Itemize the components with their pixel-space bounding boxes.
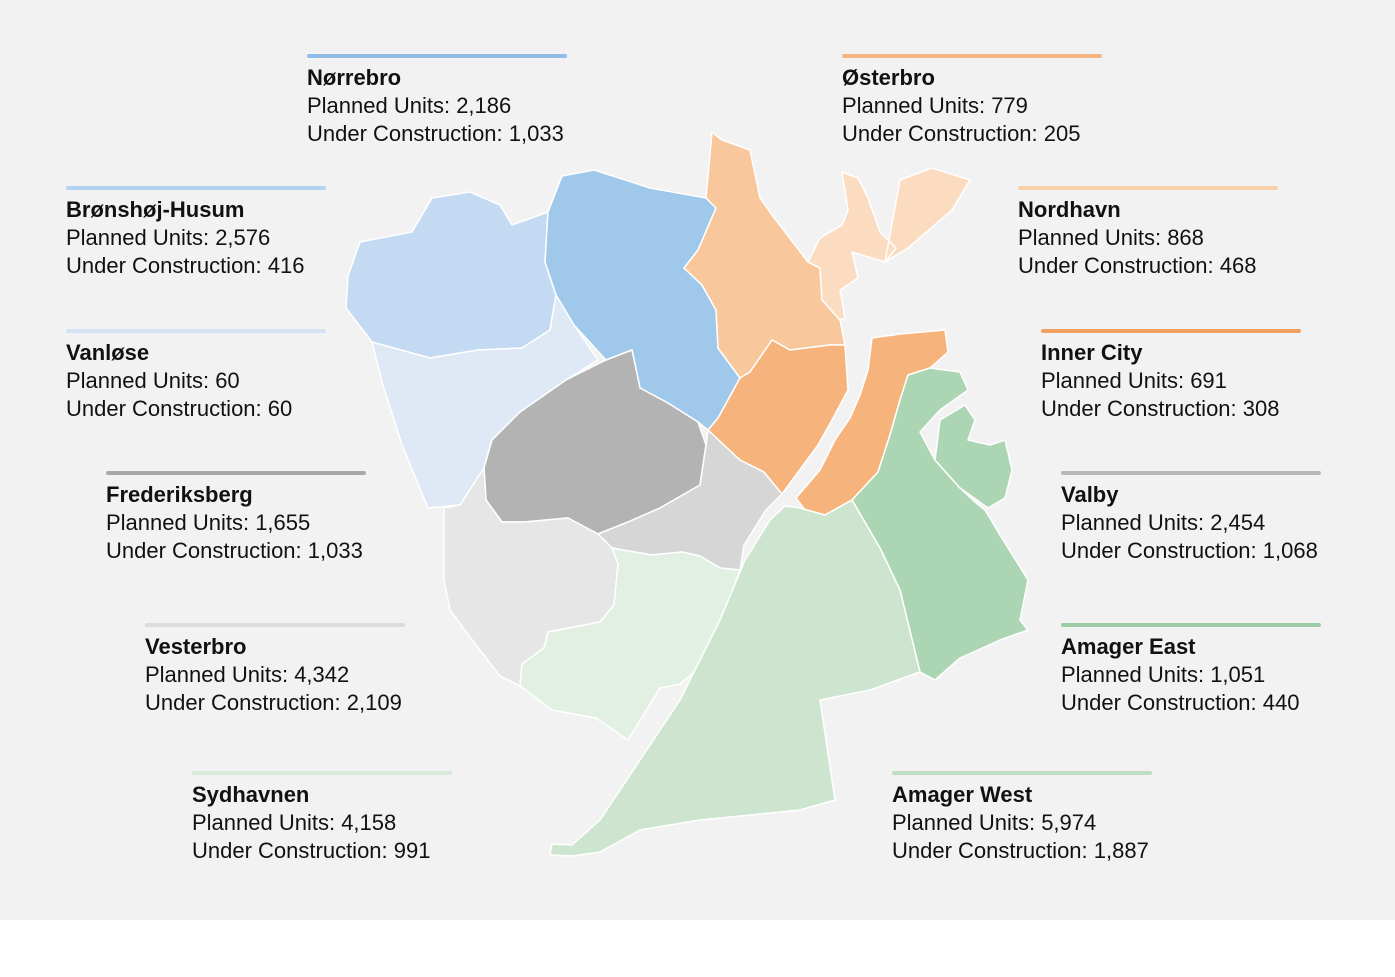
label-bar-inner-city xyxy=(1041,329,1301,333)
under-construction: Under Construction: 2,109 xyxy=(145,690,402,715)
planned-units: Planned Units: 5,974 xyxy=(892,810,1097,835)
label-bar-amager-east xyxy=(1061,623,1321,627)
planned-units: Planned Units: 2,186 xyxy=(307,93,512,118)
district-label-vanlose: Vanløse Planned Units: 60 Under Construc… xyxy=(66,329,396,423)
label-bar-bronshoj-husum xyxy=(66,186,326,190)
label-bar-valby xyxy=(1061,471,1321,475)
district-name: Vesterbro xyxy=(145,634,247,659)
label-bar-amager-west xyxy=(892,771,1152,775)
under-construction: Under Construction: 60 xyxy=(66,396,293,421)
label-bar-nordhavn xyxy=(1018,186,1278,190)
district-label-osterbro: Østerbro Planned Units: 779 Under Constr… xyxy=(842,54,1172,148)
district-label-nordhavn: Nordhavn Planned Units: 868 Under Constr… xyxy=(1018,186,1348,280)
district-name: Amager West xyxy=(892,782,1033,807)
district-shape-sydhavnen[interactable] xyxy=(519,547,741,741)
district-label-sydhavnen: Sydhavnen Planned Units: 4,158 Under Con… xyxy=(192,771,522,865)
district-name: Østerbro xyxy=(842,65,935,90)
district-name: Nordhavn xyxy=(1018,197,1121,222)
district-shape-inner-city[interactable] xyxy=(707,339,849,495)
under-construction: Under Construction: 468 xyxy=(1018,253,1257,278)
planned-units: Planned Units: 4,158 xyxy=(192,810,397,835)
district-label-norrebro: Nørrebro Planned Units: 2,186 Under Cons… xyxy=(307,54,637,148)
district-label-amager-west: Amager West Planned Units: 5,974 Under C… xyxy=(892,771,1222,865)
district-name: Inner City xyxy=(1041,340,1143,365)
district-shape-amager-west[interactable] xyxy=(549,499,921,857)
district-label-vesterbro: Vesterbro Planned Units: 4,342 Under Con… xyxy=(145,623,475,717)
district-shape-amager-east-island[interactable] xyxy=(934,404,1013,509)
district-name: Vanløse xyxy=(66,340,150,365)
under-construction: Under Construction: 1,033 xyxy=(106,538,363,563)
district-label-inner-city: Inner City Planned Units: 691 Under Cons… xyxy=(1041,329,1371,423)
district-name: Brønshøj-Husum xyxy=(66,197,245,222)
planned-units: Planned Units: 2,576 xyxy=(66,225,271,250)
district-name: Nørrebro xyxy=(307,65,402,90)
district-name: Frederiksberg xyxy=(106,482,253,507)
label-bar-vesterbro xyxy=(145,623,405,627)
district-name: Sydhavnen xyxy=(192,782,310,807)
under-construction: Under Construction: 308 xyxy=(1041,396,1280,421)
label-bar-norrebro xyxy=(307,54,567,58)
map-panel: Nørrebro Planned Units: 2,186 Under Cons… xyxy=(0,0,1395,920)
label-bar-vanlose xyxy=(66,329,326,333)
planned-units: Planned Units: 1,051 xyxy=(1061,662,1266,687)
district-name: Amager East xyxy=(1061,634,1196,659)
under-construction: Under Construction: 416 xyxy=(66,253,305,278)
district-label-valby: Valby Planned Units: 2,454 Under Constru… xyxy=(1061,471,1391,565)
planned-units: Planned Units: 2,454 xyxy=(1061,510,1266,535)
planned-units: Planned Units: 868 xyxy=(1018,225,1204,250)
planned-units: Planned Units: 691 xyxy=(1041,368,1227,393)
under-construction: Under Construction: 1,033 xyxy=(307,121,564,146)
planned-units: Planned Units: 4,342 xyxy=(145,662,350,687)
planned-units: Planned Units: 60 xyxy=(66,368,240,393)
planned-units: Planned Units: 779 xyxy=(842,93,1028,118)
label-bar-osterbro xyxy=(842,54,1102,58)
district-name: Valby xyxy=(1061,482,1119,507)
label-bar-frederiksberg xyxy=(106,471,366,475)
district-label-bronshoj-husum: Brønshøj-Husum Planned Units: 2,576 Unde… xyxy=(66,186,396,280)
under-construction: Under Construction: 205 xyxy=(842,121,1081,146)
under-construction: Under Construction: 1,068 xyxy=(1061,538,1318,563)
district-shape-nordhavn[interactable] xyxy=(807,167,971,321)
district-label-frederiksberg: Frederiksberg Planned Units: 1,655 Under… xyxy=(106,471,436,565)
under-construction: Under Construction: 1,887 xyxy=(892,838,1149,863)
district-label-amager-east: Amager East Planned Units: 1,051 Under C… xyxy=(1061,623,1391,717)
under-construction: Under Construction: 991 xyxy=(192,838,431,863)
copenhagen-district-map xyxy=(345,131,1029,857)
planned-units: Planned Units: 1,655 xyxy=(106,510,311,535)
label-bar-sydhavnen xyxy=(192,771,452,775)
under-construction: Under Construction: 440 xyxy=(1061,690,1300,715)
